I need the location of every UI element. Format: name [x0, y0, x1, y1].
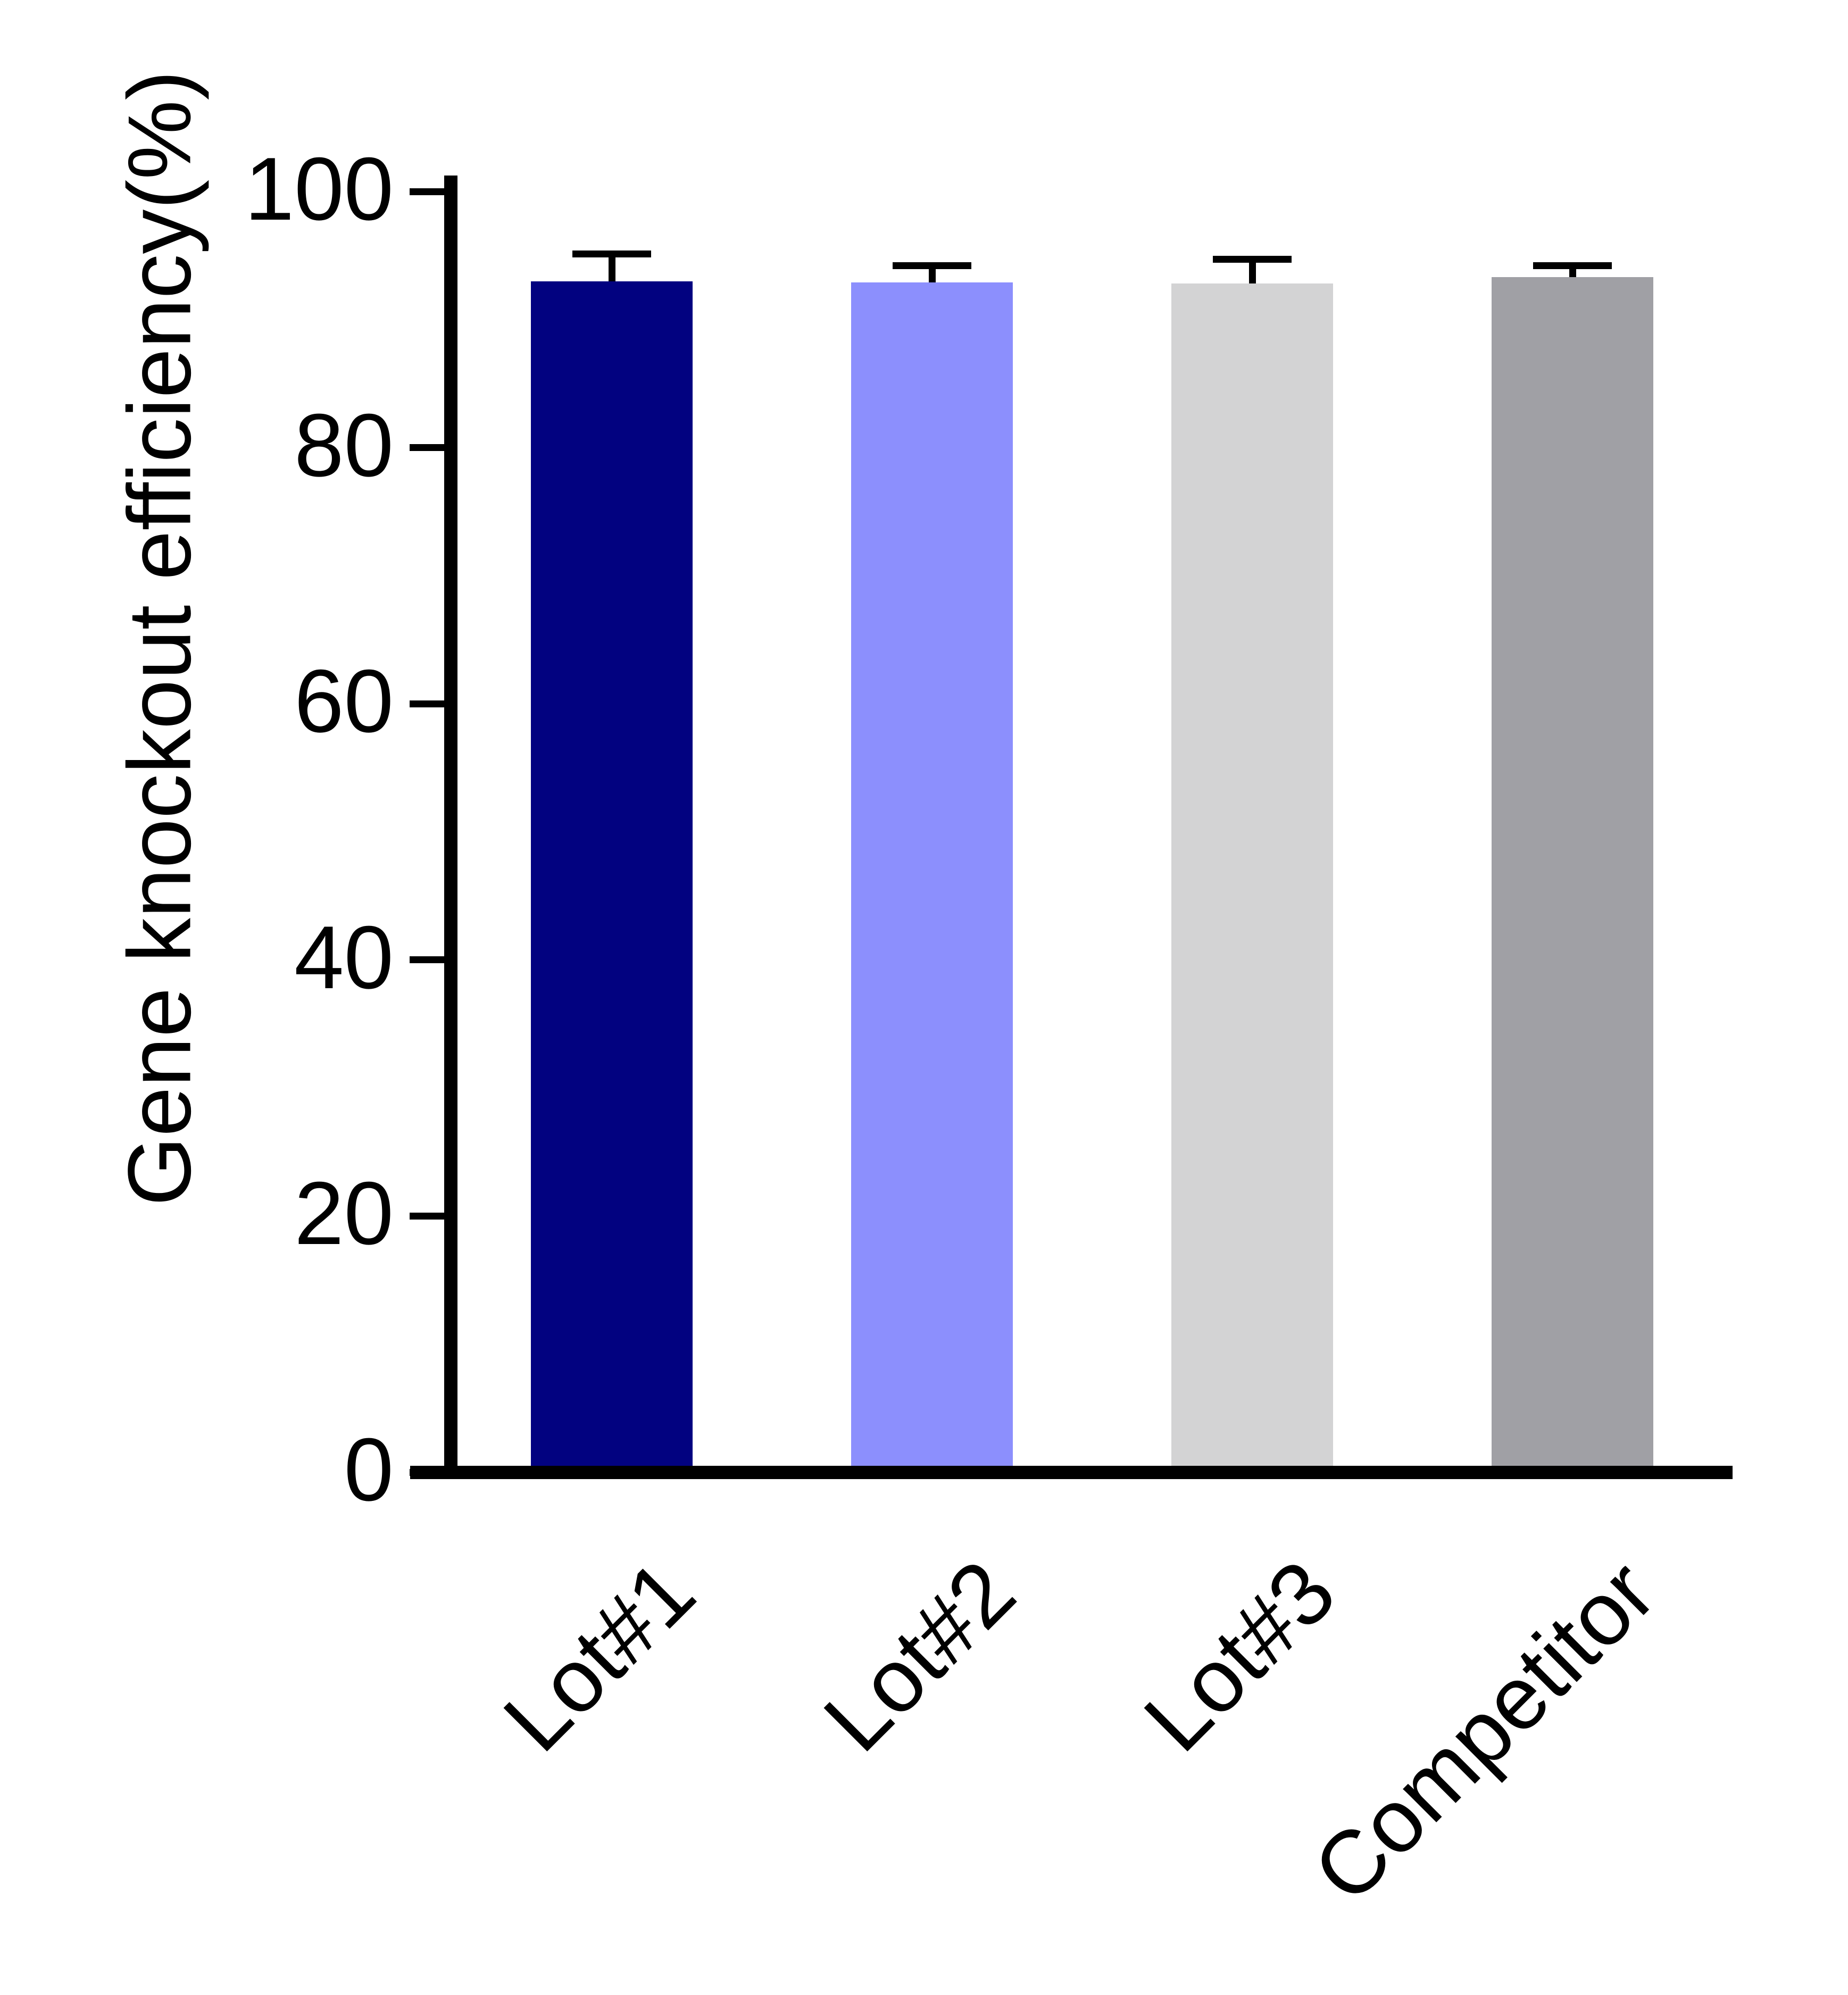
y-tick-mark — [410, 1212, 444, 1220]
error-bar-cap — [893, 262, 971, 270]
y-tick-label: 60 — [294, 651, 394, 752]
y-tick-mark — [410, 188, 444, 195]
x-axis-line — [410, 1465, 1733, 1479]
bar-Lot#2 — [851, 282, 1013, 1472]
y-tick-label: 40 — [294, 907, 394, 1007]
error-bar-cap — [1533, 262, 1612, 270]
error-bar-stem — [928, 265, 936, 282]
y-axis-title: Gene knockout efficiency(%) — [109, 70, 210, 1206]
y-tick-label: 80 — [294, 395, 394, 495]
bar-Lot#1 — [531, 281, 693, 1472]
x-category-label-Competitor: Competitor — [1294, 1541, 1674, 1921]
y-tick-mark — [410, 700, 444, 707]
error-bar-stem — [1248, 259, 1256, 284]
error-bar-stem — [608, 254, 615, 281]
x-category-label-Lot#1: Lot#1 — [484, 1541, 713, 1771]
y-tick-mark — [410, 956, 444, 964]
y-tick-label: 20 — [294, 1163, 394, 1264]
x-category-label-Lot#2: Lot#2 — [804, 1541, 1034, 1771]
y-axis-line — [444, 176, 457, 1479]
y-tick-mark — [410, 444, 444, 452]
bar-Lot#3 — [1171, 283, 1333, 1472]
y-tick-label: 100 — [244, 138, 394, 239]
y-tick-label: 0 — [344, 1419, 394, 1520]
error-bar-cap — [1213, 256, 1292, 263]
error-bar-cap — [572, 251, 651, 258]
bar-Competitor — [1492, 277, 1653, 1472]
x-category-label-Lot#3: Lot#3 — [1125, 1541, 1354, 1771]
